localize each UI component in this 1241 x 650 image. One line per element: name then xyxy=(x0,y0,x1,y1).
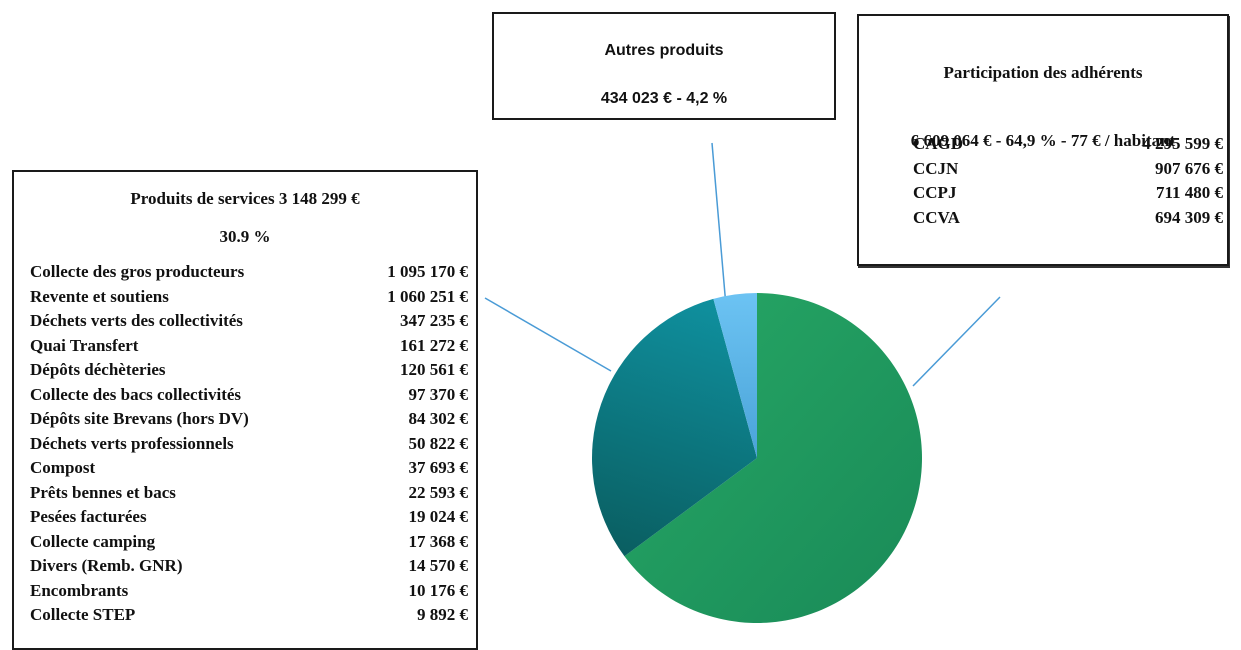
table-row: Encombrants 10 176 € xyxy=(30,579,468,604)
row-value: 347 235 € xyxy=(400,311,468,330)
row-value: 10 176 € xyxy=(408,580,469,600)
table-row: Déchets verts professionnels 50 822 € xyxy=(30,432,468,457)
autres-produits-title: Autres produits xyxy=(604,42,724,59)
row-label: Dépôts site Brevans (hors DV) xyxy=(30,409,249,428)
adherents-table: CAGD 4 295 599 € CCJN 907 676 € CCPJ 711 480 … xyxy=(913,132,1223,230)
row-label: Encombrants xyxy=(30,580,129,600)
pie-slice-services xyxy=(592,298,757,557)
row-label: Quai Transfert xyxy=(30,335,139,355)
row-label: Revente et soutiens xyxy=(30,286,169,306)
row-value: 907 676 € xyxy=(1155,158,1223,178)
table-row: Dépôts déchèteries 120 561 € xyxy=(30,358,468,383)
row-value: 17 368 € xyxy=(408,531,469,551)
autres-produits-box: Autres produits 434 023 € - 4,2 % xyxy=(492,12,836,120)
services-title: Produits de services 3 148 299 € xyxy=(130,189,360,208)
table-row: Pesées facturées 19 024 € xyxy=(30,505,468,530)
services-subtitle: 30.9 % xyxy=(219,227,271,246)
row-label: Collecte STEP xyxy=(30,605,136,624)
row-label: Déchets verts professionnels xyxy=(30,433,234,453)
table-row: CAGD 4 295 599 € xyxy=(913,132,1223,157)
table-row: Compost 37 693 € xyxy=(30,456,468,481)
autres-produits-subtitle: 434 023 € - 4,2 % xyxy=(600,90,728,107)
row-label: CCPJ xyxy=(913,183,957,202)
leader-line-adherents xyxy=(912,296,1001,387)
row-label: Dépôts déchèteries xyxy=(30,360,166,379)
table-row: Collecte STEP 9 892 € xyxy=(30,603,468,628)
row-value: 84 302 € xyxy=(408,409,469,428)
table-row: Divers (Remb. GNR) 14 570 € xyxy=(30,554,468,579)
row-value: 694 309 € xyxy=(1155,207,1223,227)
table-row: CCPJ 711 480 € xyxy=(913,181,1223,206)
row-label: Compost xyxy=(30,458,96,477)
row-label: Collecte des bacs collectivités xyxy=(30,384,242,404)
row-value: 14 570 € xyxy=(408,556,469,575)
row-value: 19 024 € xyxy=(408,507,469,526)
row-value: 120 561 € xyxy=(400,360,468,379)
pie-slice-adherents xyxy=(624,293,923,623)
table-row: Dépôts site Brevans (hors DV) 84 302 € xyxy=(30,407,468,432)
table-row: Collecte camping 17 368 € xyxy=(30,530,468,555)
row-label: CCJN xyxy=(913,158,959,178)
row-label: Divers (Remb. GNR) xyxy=(30,556,183,575)
leader-line-autres xyxy=(711,142,728,319)
row-label: CAGD xyxy=(913,134,964,153)
row-value: 9 892 € xyxy=(417,605,468,624)
row-label: Collecte des gros producteurs xyxy=(30,262,245,281)
table-row: CCJN 907 676 € xyxy=(913,157,1223,182)
row-value: 1 060 251 € xyxy=(387,286,468,306)
row-value: 161 272 € xyxy=(400,335,468,355)
table-row: Revente et soutiens 1 060 251 € xyxy=(30,285,468,310)
row-value: 711 480 € xyxy=(1155,183,1223,202)
row-label: Prêts bennes et bacs xyxy=(30,482,176,502)
participation-adherents-box: Participation des adhérents 6 609 064 € … xyxy=(857,14,1229,266)
table-row: Quai Transfert 161 272 € xyxy=(30,334,468,359)
row-value: 50 822 € xyxy=(408,433,469,453)
table-row: CCVA 694 309 € xyxy=(913,206,1223,231)
adherents-title: Participation des adhérents xyxy=(943,63,1143,82)
leader-line-services xyxy=(484,297,612,372)
services-table: Collecte des gros producteurs 1 095 170 €… xyxy=(30,260,468,628)
row-label: Pesées facturées xyxy=(30,507,147,526)
row-value: 37 693 € xyxy=(408,458,469,477)
row-value: 4 295 599 € xyxy=(1142,134,1223,153)
row-value: 97 370 € xyxy=(408,384,469,404)
table-row: Collecte des gros producteurs 1 095 170 € xyxy=(30,260,468,285)
table-row: Prêts bennes et bacs 22 593 € xyxy=(30,481,468,506)
table-row: Collecte des bacs collectivités 97 370 € xyxy=(30,383,468,408)
table-row: Déchets verts des collectivités 347 235 € xyxy=(30,309,468,334)
row-label: CCVA xyxy=(913,207,960,227)
adherents-subtitle: 6 609 064 € - 64,9 % - 77 € / habitant xyxy=(910,131,1176,150)
produits-services-box: Produits de services 3 148 299 € 30.9 % … xyxy=(12,170,478,650)
row-value: 22 593 € xyxy=(408,482,469,502)
row-label: Collecte camping xyxy=(30,531,156,551)
row-value: 1 095 170 € xyxy=(387,262,468,281)
row-label: Déchets verts des collectivités xyxy=(30,311,243,330)
pie-slice-autres xyxy=(713,293,757,458)
